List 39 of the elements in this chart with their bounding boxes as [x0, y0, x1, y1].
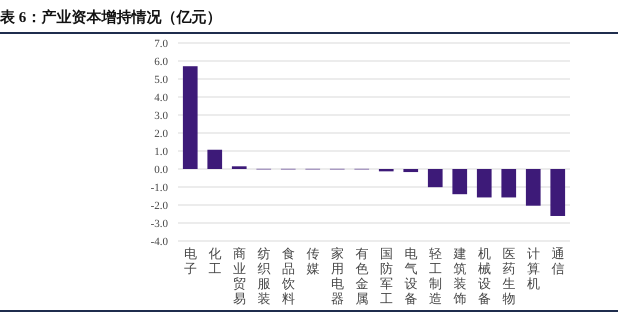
x-tick-label: 有色金属 — [355, 246, 368, 306]
y-tick-label: 6.0 — [154, 56, 168, 68]
y-tick-label: 3.0 — [154, 110, 168, 122]
bar — [452, 169, 468, 194]
bar — [182, 66, 198, 169]
y-tick-label: 2.0 — [154, 128, 168, 140]
x-tick-label: 电子 — [184, 246, 197, 276]
bar — [403, 169, 418, 172]
bar — [526, 169, 541, 206]
x-tick-label: 通信 — [551, 246, 564, 276]
y-tick-label: 7.0 — [154, 38, 168, 50]
bar — [501, 169, 516, 198]
y-tick-label: -4.0 — [150, 236, 168, 248]
x-tick-label: 化工 — [208, 246, 222, 276]
bar — [476, 169, 492, 198]
x-tick-label: 医药生物 — [502, 246, 516, 306]
y-tick-label: -1.0 — [150, 182, 168, 194]
bar — [207, 150, 222, 169]
bar — [428, 169, 443, 188]
x-tick-label: 轻工制造 — [428, 246, 442, 306]
x-tick-label: 食品饮料 — [280, 246, 295, 306]
y-tick-label: 1.0 — [154, 146, 168, 158]
x-tick-label: 商业贸易 — [232, 246, 246, 306]
y-tick-label: 5.0 — [154, 74, 168, 86]
x-tick-label: 计算机 — [526, 246, 540, 291]
chart-title: 表 6：产业资本增持情况（亿元） — [0, 9, 222, 26]
x-tick-label: 机械设备 — [478, 246, 491, 306]
x-tick-label: 建筑装饰 — [452, 246, 466, 306]
x-tick-label: 电气设备 — [404, 246, 418, 306]
x-tick-label: 传媒 — [306, 246, 320, 276]
x-tick-label: 家用电器 — [330, 246, 344, 306]
y-tick-label: 4.0 — [154, 92, 168, 104]
y-tick-label: -2.0 — [150, 200, 168, 212]
bar — [232, 166, 247, 169]
y-tick-label: -3.0 — [150, 218, 168, 230]
x-tick-label: 国防军工 — [380, 246, 393, 306]
y-tick-label: 0.0 — [154, 164, 168, 176]
bar — [550, 169, 566, 216]
x-tick-label: 纺织服装 — [257, 246, 270, 306]
